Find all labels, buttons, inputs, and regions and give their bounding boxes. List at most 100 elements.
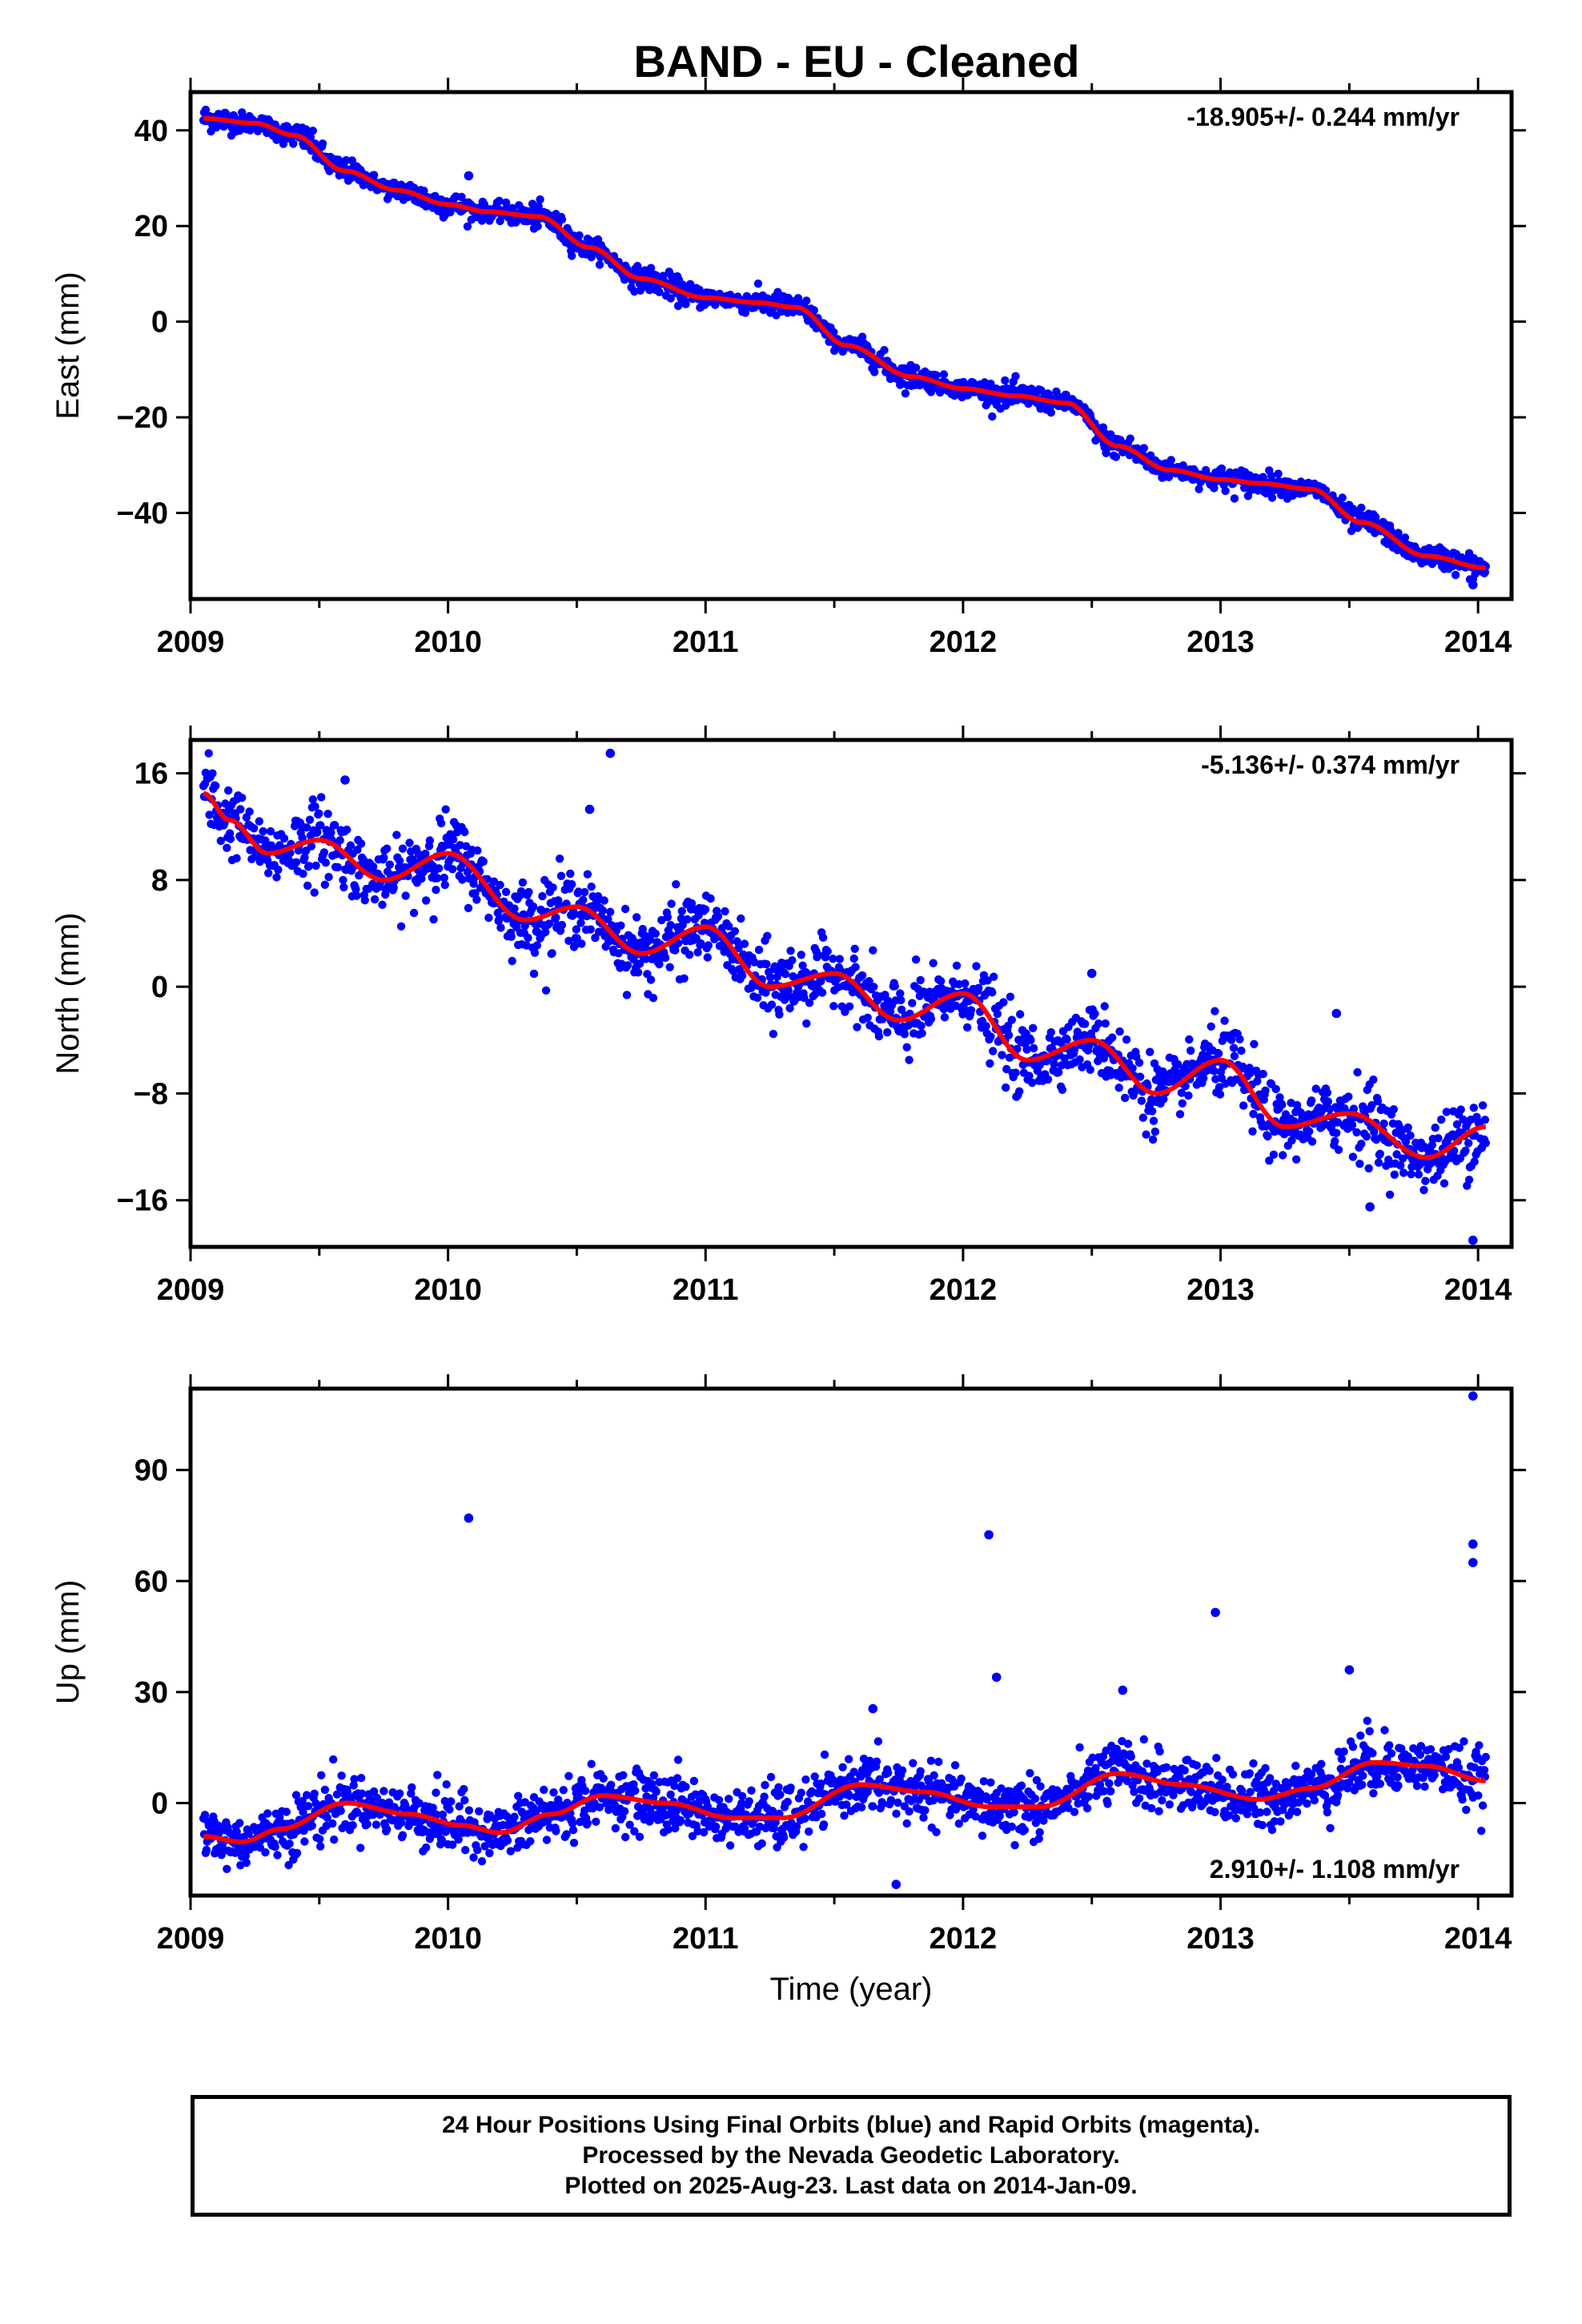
data-point bbox=[897, 1005, 906, 1015]
data-point bbox=[336, 1807, 345, 1815]
data-point bbox=[211, 123, 221, 132]
data-point bbox=[1390, 1170, 1399, 1180]
data-point bbox=[774, 1783, 783, 1791]
data-point bbox=[303, 881, 312, 891]
data-point bbox=[802, 1019, 811, 1028]
data-point bbox=[1265, 1156, 1274, 1165]
data-point bbox=[398, 844, 408, 853]
data-point bbox=[951, 1805, 961, 1814]
data-point bbox=[445, 1805, 454, 1814]
data-point bbox=[204, 749, 213, 758]
data-point bbox=[562, 1830, 571, 1839]
data-point bbox=[1292, 1155, 1301, 1164]
data-point bbox=[950, 1761, 960, 1770]
data-point bbox=[305, 815, 315, 824]
y-tick-label: −16 bbox=[117, 1184, 168, 1218]
data-point bbox=[552, 1827, 560, 1835]
data-point bbox=[1108, 1033, 1117, 1042]
data-point bbox=[1036, 1782, 1045, 1791]
data-point bbox=[568, 880, 576, 889]
data-point bbox=[869, 946, 877, 955]
data-point bbox=[801, 1814, 809, 1823]
x-tick-label: 2014 bbox=[1444, 625, 1512, 659]
data-point bbox=[845, 1002, 854, 1011]
data-point bbox=[934, 1757, 943, 1767]
data-point bbox=[480, 1842, 489, 1851]
data-point bbox=[1230, 494, 1239, 503]
data-point bbox=[1305, 1127, 1314, 1136]
data-point bbox=[448, 865, 457, 874]
data-point bbox=[1220, 1016, 1229, 1025]
data-point bbox=[1249, 1109, 1258, 1119]
data-point bbox=[1180, 1766, 1189, 1775]
data-point bbox=[1094, 1019, 1103, 1028]
data-point bbox=[620, 1807, 629, 1815]
data-point bbox=[1029, 1023, 1038, 1033]
data-point bbox=[680, 974, 689, 983]
data-point bbox=[323, 810, 332, 818]
data-point bbox=[1174, 1059, 1182, 1069]
data-point bbox=[1134, 1058, 1144, 1068]
data-point bbox=[1352, 1128, 1361, 1137]
data-point bbox=[1396, 1161, 1405, 1170]
data-point bbox=[1058, 1085, 1067, 1095]
data-point bbox=[677, 907, 686, 916]
data-point bbox=[477, 1857, 487, 1866]
data-point bbox=[840, 1811, 849, 1820]
data-point bbox=[1142, 1759, 1151, 1768]
data-point bbox=[202, 1845, 211, 1855]
data-point bbox=[1184, 1091, 1193, 1100]
outlier-point bbox=[1331, 1008, 1342, 1019]
data-point bbox=[1470, 1157, 1479, 1166]
data-point bbox=[223, 1864, 231, 1873]
data-point bbox=[733, 937, 741, 946]
data-point bbox=[372, 1793, 382, 1803]
data-point bbox=[1394, 529, 1403, 537]
data-point bbox=[422, 1843, 431, 1852]
data-point bbox=[738, 971, 747, 980]
data-point bbox=[473, 1845, 482, 1855]
outlier-point bbox=[340, 775, 350, 785]
data-point bbox=[335, 836, 344, 845]
data-point bbox=[761, 1780, 769, 1790]
data-point bbox=[396, 1818, 406, 1827]
data-point bbox=[383, 1825, 391, 1834]
data-point bbox=[892, 1809, 901, 1818]
outlier-point bbox=[1468, 1235, 1478, 1245]
data-point bbox=[1011, 1068, 1020, 1077]
data-point bbox=[514, 1791, 523, 1800]
data-point bbox=[1481, 1139, 1491, 1148]
data-point bbox=[688, 1831, 697, 1840]
data-point bbox=[1054, 1068, 1063, 1077]
data-point bbox=[897, 1766, 907, 1775]
data-point bbox=[442, 1780, 451, 1789]
data-point bbox=[1357, 1140, 1366, 1148]
data-point bbox=[568, 1826, 578, 1835]
data-point bbox=[570, 941, 580, 951]
data-point bbox=[437, 1835, 447, 1845]
data-point bbox=[769, 1029, 778, 1039]
data-point bbox=[767, 1000, 777, 1009]
data-point bbox=[1017, 1781, 1026, 1790]
data-point bbox=[320, 1785, 330, 1795]
data-point bbox=[638, 924, 647, 934]
data-point bbox=[291, 1791, 301, 1799]
data-point bbox=[1291, 1761, 1300, 1771]
data-point bbox=[485, 1848, 494, 1858]
data-point bbox=[1123, 1739, 1133, 1748]
data-point bbox=[802, 296, 811, 305]
data-point bbox=[307, 1821, 316, 1830]
data-point bbox=[266, 826, 275, 836]
data-point bbox=[683, 915, 692, 924]
data-point bbox=[901, 389, 910, 398]
data-point bbox=[651, 929, 660, 939]
data-point bbox=[829, 1002, 838, 1011]
data-point bbox=[272, 873, 281, 882]
data-point bbox=[798, 961, 807, 970]
data-point bbox=[1099, 1787, 1109, 1795]
data-point bbox=[315, 809, 323, 818]
data-point bbox=[1437, 1115, 1446, 1124]
data-point bbox=[1111, 452, 1121, 461]
data-point bbox=[974, 983, 983, 992]
data-point bbox=[1307, 1137, 1317, 1146]
